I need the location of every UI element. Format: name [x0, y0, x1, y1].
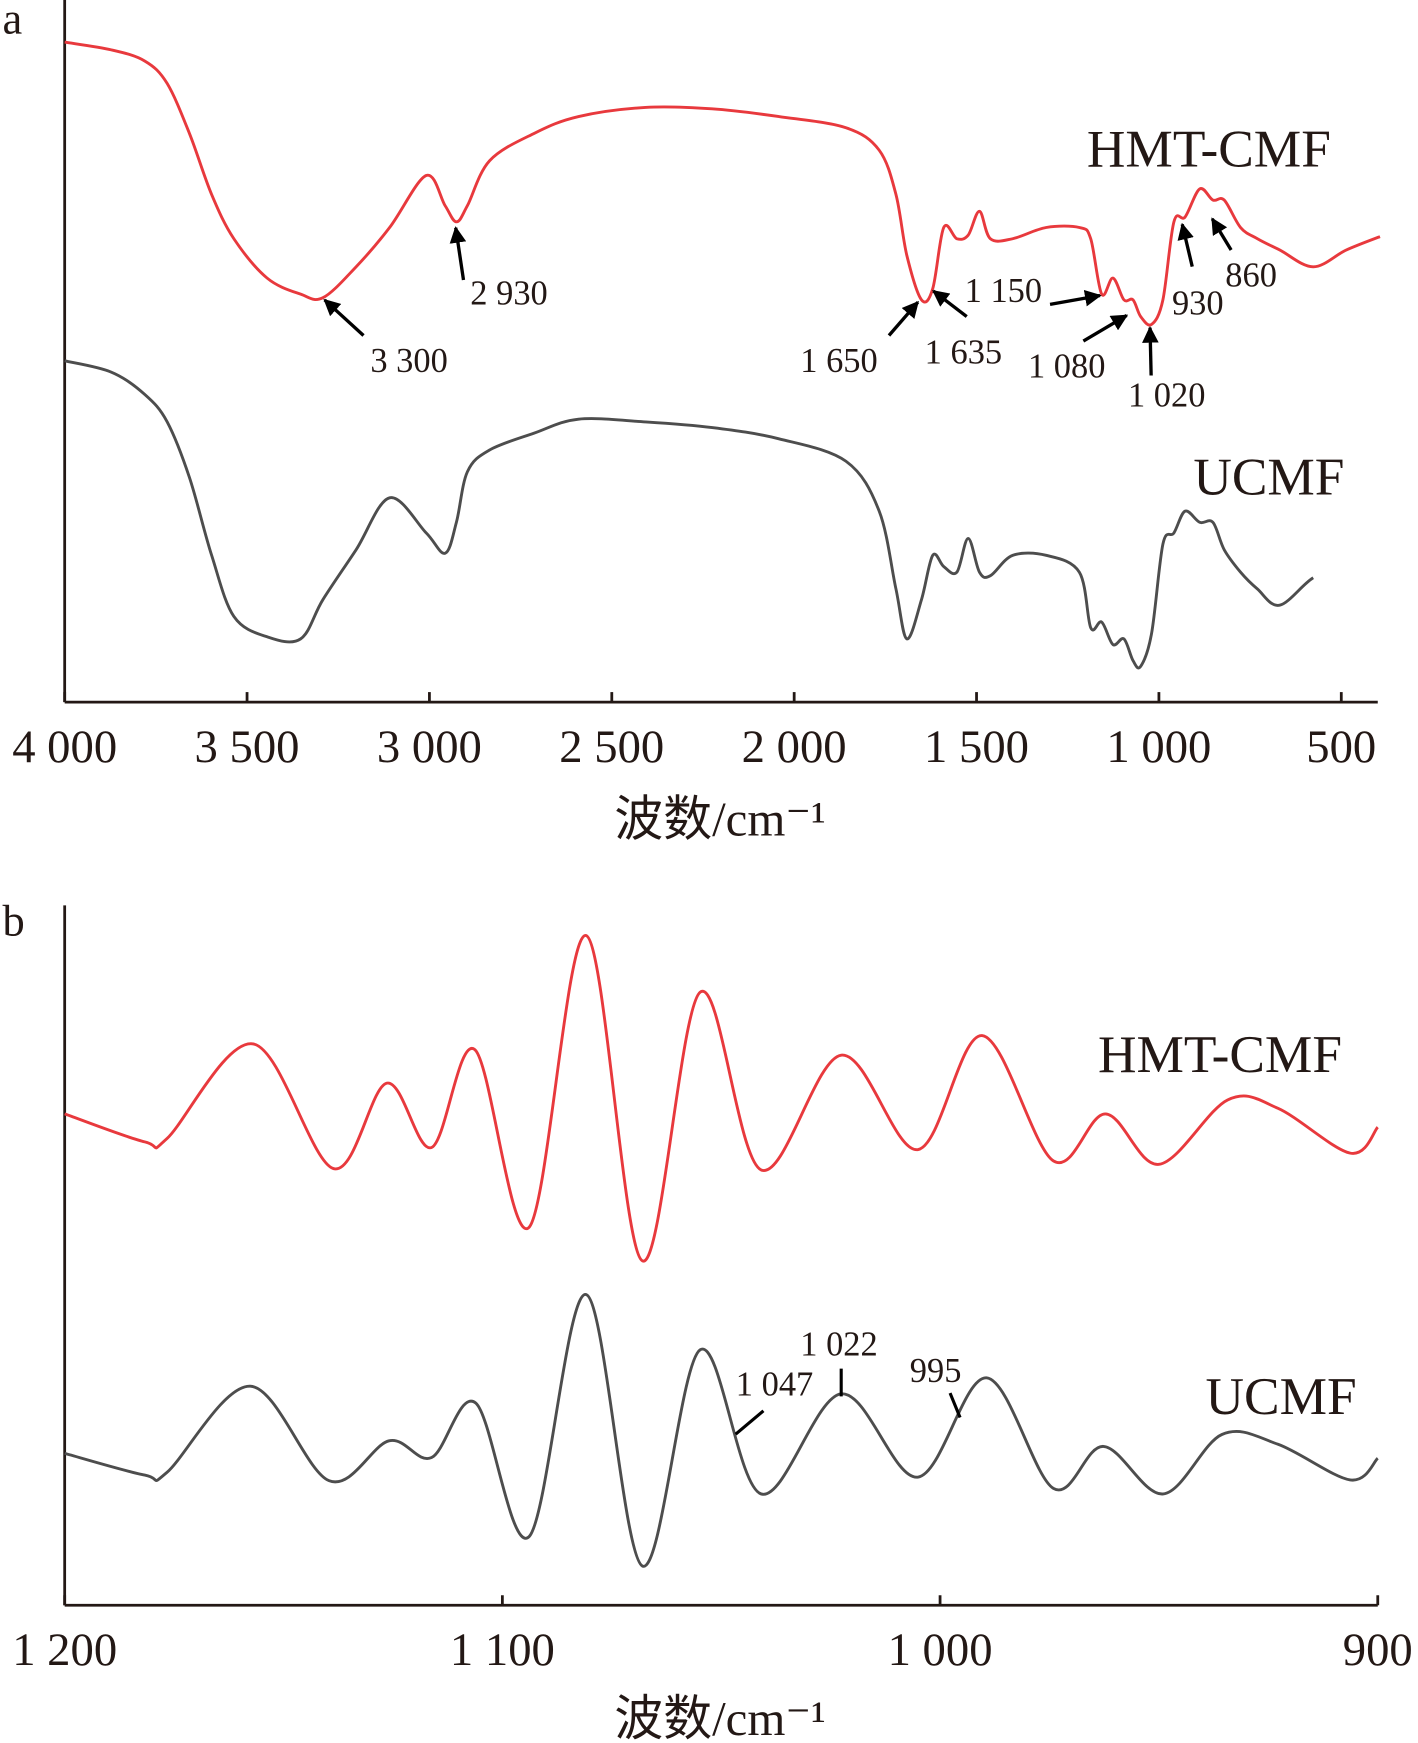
- x-tick-label: 1 000: [888, 1624, 993, 1676]
- x-tick-label: 2 000: [742, 721, 847, 773]
- annotation-arrow: [449, 226, 467, 281]
- series-line-ucmf: [64, 1293, 1379, 1568]
- panel-b-label: b: [2, 895, 24, 945]
- annotation-label: 1 650: [800, 342, 877, 380]
- annotation-arrow: [1210, 217, 1233, 251]
- annotation-label: 995: [910, 1352, 962, 1390]
- annotation-label: 1 020: [1128, 377, 1205, 415]
- x-tick-label: 900: [1343, 1624, 1413, 1676]
- x-tick-label: 2 500: [559, 721, 664, 773]
- panel-b-series-label-ucmf: UCMF: [1206, 1366, 1357, 1426]
- panel-b-series-label-hmt-cmf: HMT-CMF: [1098, 1024, 1342, 1084]
- annotation-arrow: [1142, 326, 1159, 376]
- series-line-hmt-cmf: [64, 934, 1379, 1263]
- x-tick-label: 1 100: [450, 1624, 555, 1676]
- panel-a-x-axis-label: 波数/cm⁻¹: [614, 791, 825, 846]
- x-tick-label: 3 500: [195, 721, 300, 773]
- x-tick-label: 1 500: [924, 721, 1029, 773]
- x-tick-label: 3 000: [377, 721, 482, 773]
- panel-a-label: a: [2, 0, 22, 43]
- annotation-marker: [734, 1409, 765, 1436]
- annotation-label: 1 022: [800, 1325, 877, 1363]
- annotation-label: 2 930: [470, 274, 547, 312]
- annotation-label: 1 150: [965, 272, 1042, 310]
- annotation-label: 1 080: [1028, 348, 1105, 386]
- panel-b-x-axis-label: 波数/cm⁻¹: [614, 1691, 825, 1743]
- annotation-label: 3 300: [370, 342, 447, 380]
- annotation-label: 860: [1225, 257, 1277, 295]
- annotation-label: 930: [1172, 284, 1224, 322]
- x-tick-label: 500: [1306, 721, 1376, 773]
- annotation-arrow: [1177, 222, 1194, 267]
- panel-a: a 4 000 3 500 3 000 2 500 2 000 1 500 1 000 500…: [2, 0, 1381, 846]
- series-line-hmt-cmf: [64, 40, 1381, 327]
- annotation-label: 1 635: [925, 333, 1002, 371]
- annotation-arrow: [932, 289, 968, 318]
- annotation-label: 1 047: [736, 1365, 813, 1403]
- annotation-marker: [948, 1392, 962, 1419]
- panel-a-series-label-hmt-cmf: HMT-CMF: [1087, 119, 1331, 179]
- x-tick-label: 4 000: [12, 721, 117, 773]
- x-tick-label: 1 200: [12, 1624, 117, 1676]
- annotation-arrow: [323, 298, 365, 337]
- annotation-arrow: [1082, 314, 1129, 343]
- x-tick-label: 1 000: [1106, 721, 1211, 773]
- annotation-arrow: [887, 300, 920, 337]
- annotation-arrow: [1049, 289, 1102, 307]
- panel-a-series-label-ucmf: UCMF: [1193, 446, 1344, 506]
- series-line-ucmf: [64, 359, 1315, 670]
